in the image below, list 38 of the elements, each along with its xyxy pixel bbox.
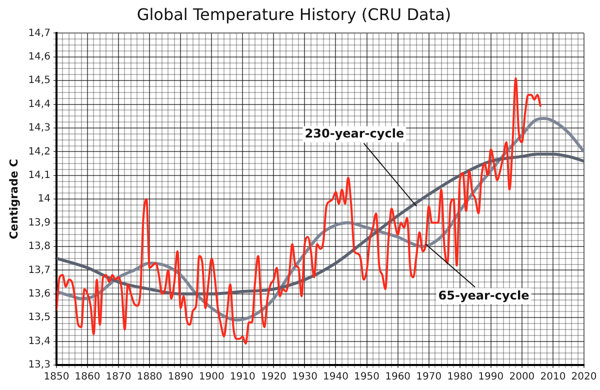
x-tick-label: 1850	[44, 372, 70, 383]
x-tick-label: 1920	[260, 372, 286, 383]
y-tick-label: 13,3	[28, 360, 50, 371]
y-tick-label: 13,7	[28, 264, 50, 276]
x-tick-label: 2010	[540, 372, 566, 383]
annotation: 230-year-cycle	[304, 126, 404, 140]
x-tick-label: 1890	[168, 372, 194, 383]
y-tick-label: 14,6	[28, 51, 50, 62]
y-tick-label: 14	[38, 194, 50, 205]
x-tick-label: 1900	[198, 372, 224, 383]
y-tick-label: 13,6	[28, 288, 50, 300]
x-tick-label: 1870	[106, 372, 132, 383]
y-tick-label: 13,5	[28, 312, 50, 324]
y-tick-label: 14,5	[28, 75, 50, 86]
y-tick-label: 14,3	[28, 122, 50, 134]
x-tick-label: 1940	[323, 372, 348, 383]
y-tick-label: 14,2	[28, 146, 50, 158]
y-tick-label: 13,4	[28, 336, 50, 347]
x-tick-label: 1960	[385, 372, 411, 383]
annotation: 65-year-cycle	[438, 288, 530, 302]
y-axis-title: Centigrade C	[7, 158, 20, 240]
y-tick-label: 14,1	[28, 170, 50, 181]
x-tick-label: 1980	[447, 372, 473, 383]
chart-title: Global Temperature History (CRU Data)	[136, 4, 452, 24]
line-series	[56, 77, 542, 345]
x-tick-label: 1910	[230, 372, 256, 383]
y-tick-label: 14,7	[28, 28, 50, 39]
y-tick-label: 13,8	[28, 241, 50, 252]
y-tick-label: 13,9	[28, 217, 50, 228]
x-tick-label: 1860	[74, 372, 100, 383]
x-tick-label: 2020	[571, 372, 597, 383]
x-tick-label: 1990	[478, 372, 504, 383]
x-tick-label: 1930	[292, 372, 318, 383]
y-tick-label: 14,4	[28, 98, 50, 110]
x-tick-label: 1970	[416, 372, 442, 383]
x-tick-label: 1950	[354, 372, 380, 383]
x-tick-label: 1880	[136, 372, 162, 383]
x-tick-label: 2000	[509, 372, 535, 383]
